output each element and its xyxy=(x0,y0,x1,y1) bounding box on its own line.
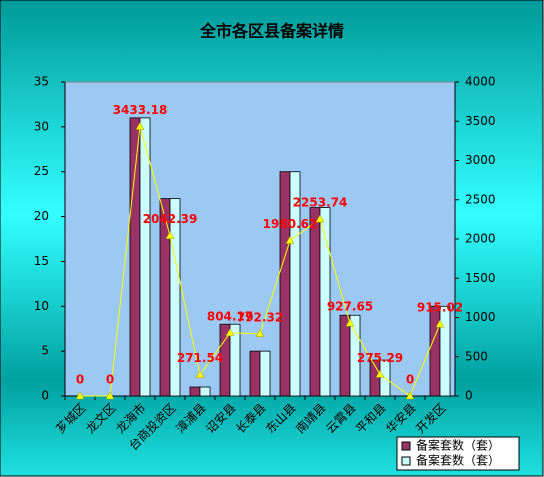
bar xyxy=(349,314,361,397)
bar xyxy=(189,386,201,397)
legend xyxy=(396,436,520,471)
y2-tick-label: 4000 xyxy=(465,75,496,89)
marker xyxy=(345,318,355,327)
legend-swatch xyxy=(401,456,411,466)
data-label: 927.65 xyxy=(327,300,373,314)
bar xyxy=(169,198,181,397)
data-label: 804.17 xyxy=(207,309,253,323)
bar xyxy=(339,314,351,397)
bar xyxy=(259,350,271,397)
marker xyxy=(165,231,175,239)
legend-box xyxy=(396,436,520,471)
y2-tick-label: 3000 xyxy=(465,153,496,167)
bar xyxy=(429,305,441,397)
data-label: 2042.39 xyxy=(143,212,198,226)
bar xyxy=(439,305,451,397)
marker xyxy=(225,328,235,337)
y-tick-label: 15 xyxy=(34,254,49,268)
data-label: 2253.74 xyxy=(293,196,348,210)
data-label: 271.54 xyxy=(177,351,223,365)
marker xyxy=(75,391,85,400)
data-label: 0 xyxy=(406,373,414,387)
y-tick-label: 5 xyxy=(41,344,49,358)
y-tick-label: 30 xyxy=(34,119,49,133)
marker xyxy=(435,319,445,328)
bar xyxy=(319,207,331,397)
bar xyxy=(309,207,321,397)
bar xyxy=(289,171,301,397)
y2-tick-label: 2000 xyxy=(465,232,496,246)
y2-tick-label: 1500 xyxy=(465,271,496,285)
marker xyxy=(315,214,325,223)
y-tick-label: 25 xyxy=(34,164,49,178)
data-label: 1980.62 xyxy=(263,217,318,231)
legend-swatch xyxy=(401,441,411,451)
chart-title: 全市各区县备案详情 xyxy=(199,22,344,41)
marker xyxy=(405,391,415,400)
marker xyxy=(375,369,385,378)
data-label: 792.32 xyxy=(237,310,283,324)
y2-tick-label: 1000 xyxy=(465,310,496,324)
bar xyxy=(199,386,211,397)
marker xyxy=(195,370,205,378)
bar xyxy=(279,171,291,397)
y-tick-label: 35 xyxy=(34,75,49,89)
marker xyxy=(255,329,265,338)
y-tick-label: 10 xyxy=(34,299,49,313)
marker xyxy=(105,391,115,400)
marker xyxy=(285,236,295,244)
bar xyxy=(159,198,171,397)
y2-tick-label: 3500 xyxy=(465,114,496,128)
data-label: 275.29 xyxy=(357,351,403,365)
y2-tick-label: 500 xyxy=(465,349,488,363)
legend-label: 备案套数（套） xyxy=(416,453,500,468)
data-label: 0 xyxy=(76,373,84,387)
data-label: 0 xyxy=(106,373,114,387)
y2-tick-label: 0 xyxy=(465,389,473,403)
bar xyxy=(129,117,141,397)
marker xyxy=(135,121,145,130)
plot-area xyxy=(64,81,456,397)
bar xyxy=(229,323,241,397)
bar xyxy=(139,117,151,397)
y-tick-label: 0 xyxy=(41,389,49,403)
y-tick-label: 20 xyxy=(34,209,49,223)
y2-tick-label: 2500 xyxy=(465,192,496,206)
data-label: 3433.18 xyxy=(113,103,168,117)
legend-label: 备案套数（套） xyxy=(416,438,500,453)
data-label: 915.02 xyxy=(417,301,463,315)
bar xyxy=(249,350,261,397)
